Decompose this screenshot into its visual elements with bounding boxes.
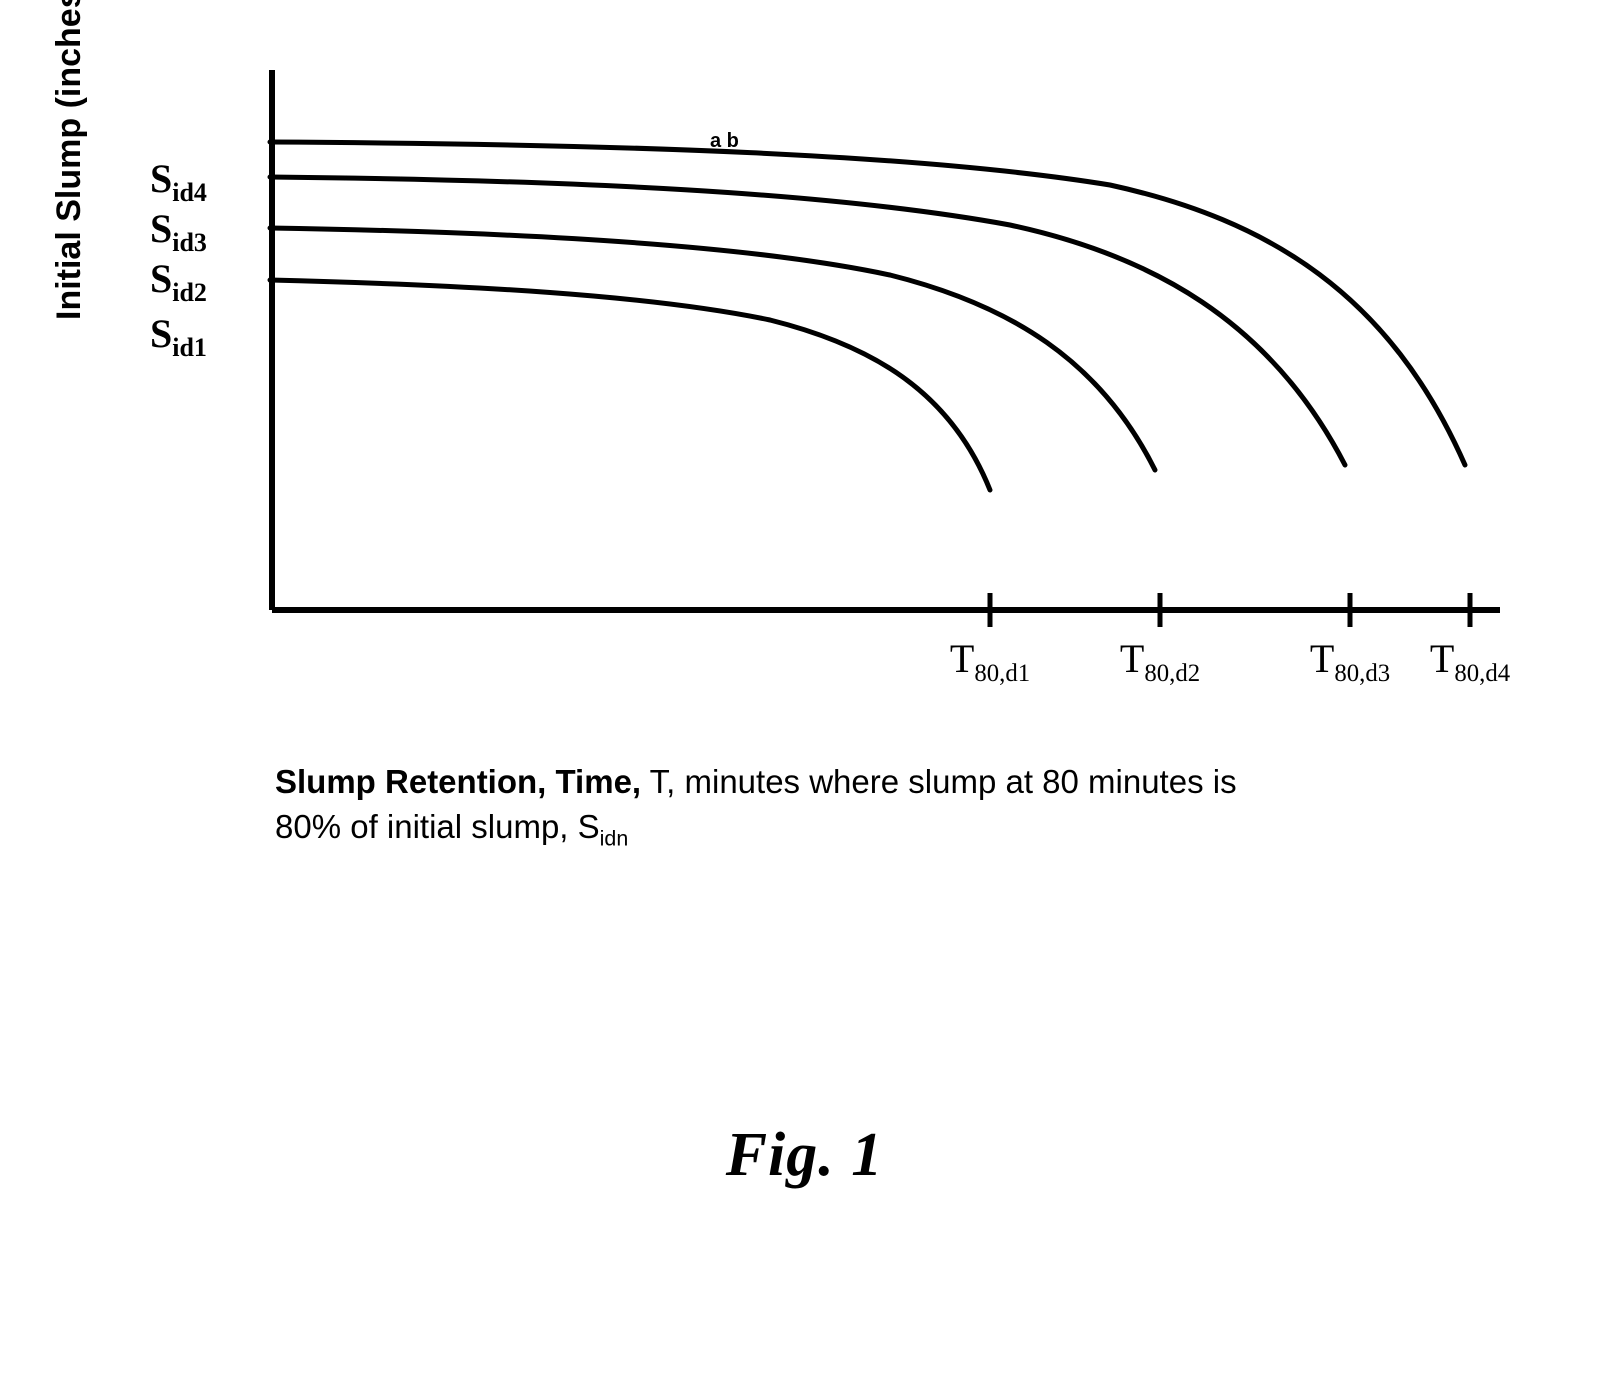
caption-bold: Slump Retention, Time, [275, 763, 641, 800]
x-tick-label: T80,d3 [1310, 635, 1390, 688]
y-tick-label: Sid3 [150, 205, 207, 258]
caption-line2: 80% of initial slump, S [275, 808, 600, 845]
caption-sub: idn [600, 826, 629, 850]
y-tick-label: Sid4 [150, 155, 207, 208]
x-axis-labels: T80,d1 T80,d2 T80,d3 T80,d4 [270, 635, 1510, 715]
curve-d4 [270, 142, 1465, 465]
axes [272, 70, 1500, 610]
plot-area: a b [270, 70, 1510, 630]
x-tick-label: T80,d4 [1430, 635, 1510, 688]
figure-label: Fig. 1 [0, 1120, 1609, 1191]
curve-d2 [270, 228, 1155, 470]
x-tick-label: T80,d1 [950, 635, 1030, 688]
chart-caption: Slump Retention, Time, T, minutes where … [275, 760, 1295, 853]
curve-d1 [270, 280, 990, 490]
plot-svg [270, 70, 1510, 630]
y-tick-label: Sid2 [150, 255, 207, 308]
artifact-text: a b [710, 130, 739, 153]
curves [270, 142, 1465, 490]
page: Initial Slump (inches) Sid4Sid3Sid2Sid1 … [0, 0, 1609, 1399]
chart-area: Initial Slump (inches) Sid4Sid3Sid2Sid1 … [60, 70, 1540, 750]
curve-d3 [270, 177, 1345, 465]
caption-rest1: T, minutes where slump at 80 minutes is [641, 763, 1236, 800]
y-tick-label: Sid1 [150, 310, 207, 363]
x-tick-label: T80,d2 [1120, 635, 1200, 688]
y-axis-title: Initial Slump (inches) [50, 0, 89, 320]
